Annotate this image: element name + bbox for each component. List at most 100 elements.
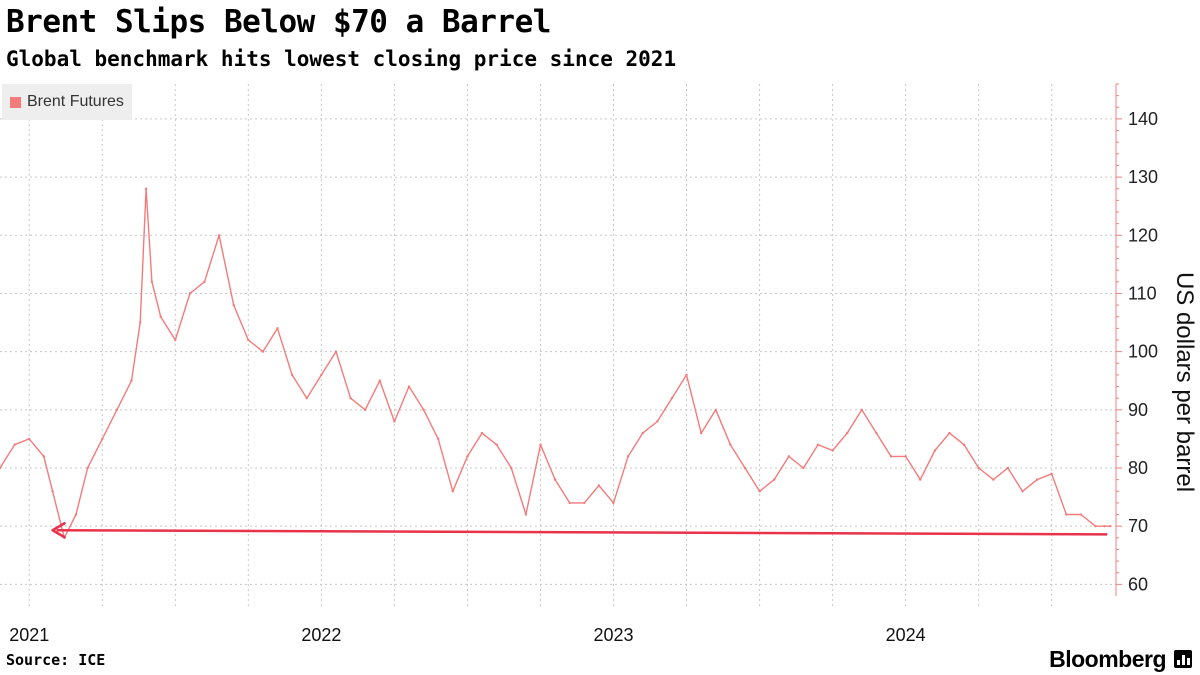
- chart-title: Brent Slips Below $70 a Barrel: [6, 4, 551, 40]
- y-axis: 60 70 80 90 100 110 120 130 140: [1115, 83, 1158, 596]
- data-point: [378, 379, 381, 382]
- data-point: [320, 373, 323, 377]
- data-point: [992, 478, 995, 481]
- data-point: [437, 437, 440, 441]
- chart-subtitle: Global benchmark hits lowest closing pri…: [6, 47, 677, 71]
- data-point: [1079, 513, 1083, 516]
- data-point: [583, 501, 586, 505]
- data-point: [933, 449, 937, 452]
- annotation-layer: [51, 522, 1108, 539]
- data-point: [13, 443, 16, 446]
- data-point: [568, 501, 571, 505]
- data-point: [174, 338, 177, 342]
- data-point: [816, 443, 820, 446]
- bloomberg-terminal-icon: [1174, 650, 1192, 668]
- data-point: [787, 455, 790, 458]
- data-point: [1094, 524, 1097, 528]
- data-point: [1108, 524, 1112, 528]
- data-point: [150, 280, 154, 284]
- data-point: [772, 478, 776, 481]
- data-point: [144, 187, 148, 190]
- y-axis-title: US dollars per barrel: [1171, 272, 1198, 492]
- data-point: [203, 280, 206, 284]
- data-point: [334, 350, 338, 353]
- data-point: [276, 327, 279, 330]
- data-point: [714, 408, 717, 412]
- data-point: [451, 490, 455, 493]
- data-point: [101, 437, 104, 441]
- y-tick-label-130: 130: [1128, 167, 1158, 187]
- y-tick-label-60: 60: [1128, 574, 1148, 594]
- data-point: [74, 513, 78, 516]
- series-line-brent-futures: [0, 187, 1111, 539]
- data-point: [115, 408, 119, 412]
- data-point: [305, 396, 308, 400]
- data-point: [539, 443, 542, 446]
- data-point: [290, 373, 294, 377]
- low-price-arrow-head: [51, 522, 66, 539]
- data-point: [846, 431, 849, 435]
- data-point: [612, 501, 615, 505]
- data-point: [0, 466, 2, 470]
- data-point: [948, 431, 951, 435]
- legend-swatch: [10, 96, 21, 108]
- data-point: [962, 443, 966, 446]
- data-point: [1103, 524, 1106, 528]
- data-point: [247, 338, 250, 342]
- data-point: [349, 396, 352, 400]
- data-point: [261, 350, 265, 353]
- source-note: Source: ICE: [6, 651, 106, 669]
- data-point: [510, 466, 513, 470]
- data-point: [889, 455, 893, 458]
- y-tick-label-90: 90: [1128, 400, 1148, 420]
- data-point: [42, 455, 46, 458]
- series-layer: [0, 187, 1112, 540]
- data-point: [875, 431, 878, 435]
- data-point: [758, 490, 761, 493]
- data-point: [139, 321, 142, 324]
- legend-label: Brent Futures: [27, 93, 124, 110]
- data-point: [860, 408, 864, 412]
- data-point: [626, 455, 630, 458]
- x-tick-label-2024: 2024: [886, 625, 926, 645]
- data-point: [217, 234, 221, 237]
- data-point: [1006, 466, 1010, 470]
- data-point: [1021, 490, 1024, 493]
- data-point: [685, 373, 688, 377]
- data-point: [641, 431, 644, 435]
- x-tick-label-2021: 2021: [9, 625, 49, 645]
- legend: Brent Futures: [2, 84, 132, 120]
- data-point: [977, 466, 980, 470]
- y-tick-label-100: 100: [1128, 342, 1158, 362]
- y-tick-label-70: 70: [1128, 516, 1148, 536]
- data-point: [729, 443, 732, 446]
- data-point: [597, 484, 601, 487]
- data-point: [232, 303, 235, 307]
- y-tick-label-120: 120: [1128, 225, 1158, 245]
- data-point: [553, 478, 557, 481]
- low-price-arrow-line: [56, 529, 1108, 536]
- data-point: [831, 449, 834, 452]
- data-point: [743, 466, 747, 470]
- data-point: [407, 385, 411, 388]
- data-point: [466, 455, 469, 458]
- data-point: [495, 443, 498, 446]
- data-point: [130, 379, 133, 382]
- data-point: [1035, 478, 1039, 481]
- data-point: [1065, 513, 1068, 516]
- x-tick-label-2022: 2022: [301, 625, 341, 645]
- brand-logo: Bloomberg: [1049, 646, 1166, 672]
- y-tick-label-80: 80: [1128, 458, 1148, 478]
- data-point: [159, 315, 162, 318]
- data-point: [919, 478, 922, 481]
- y-tick-label-110: 110: [1128, 283, 1157, 303]
- x-tick-label-2023: 2023: [593, 625, 633, 645]
- data-point: [480, 431, 484, 435]
- grid-layer: [0, 84, 1116, 606]
- y-tick-label-140: 140: [1128, 109, 1158, 129]
- x-axis-labels: 2021 2022 2023 2024: [9, 625, 925, 645]
- data-point: [51, 490, 54, 493]
- data-point: [86, 466, 89, 470]
- data-point: [524, 513, 528, 516]
